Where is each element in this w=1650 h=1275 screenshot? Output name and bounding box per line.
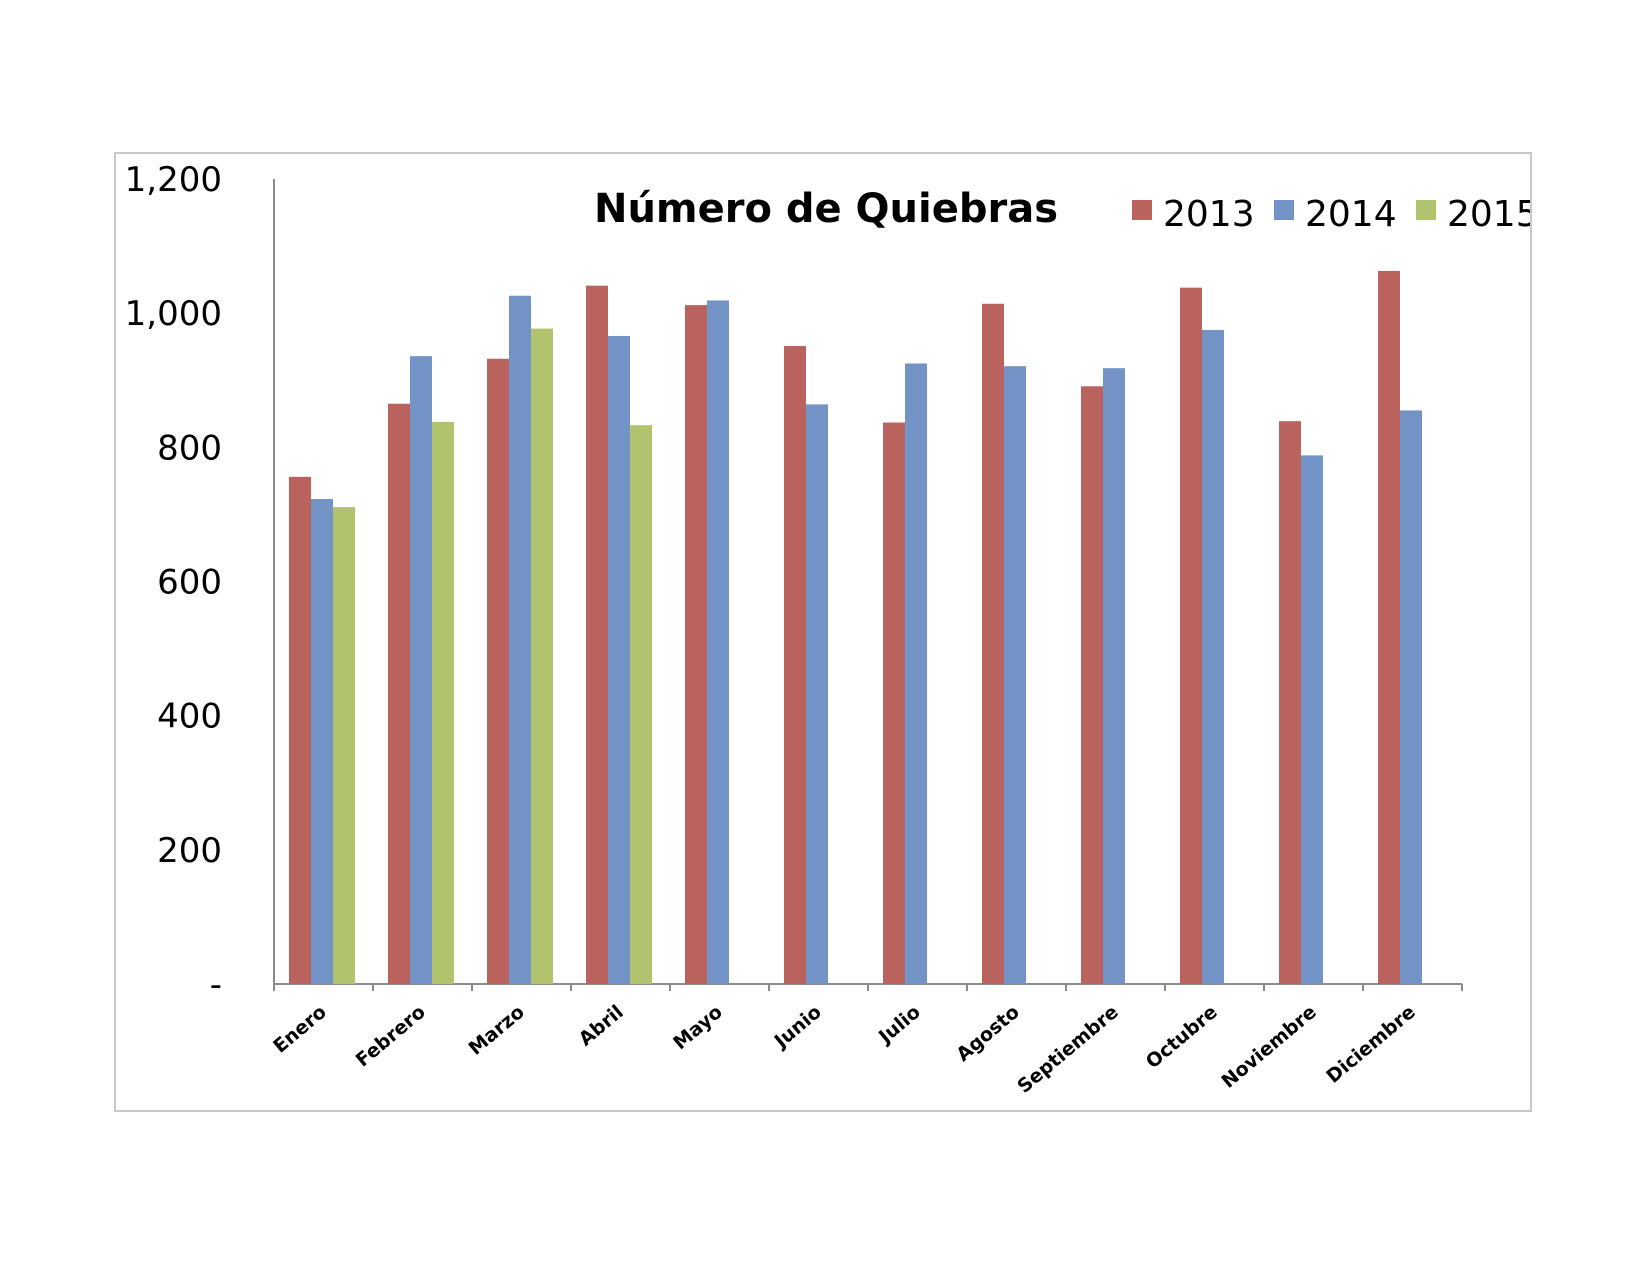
y-tick-label: 800 [157, 428, 222, 468]
bar-2015-enero [333, 507, 355, 984]
bar-chart: Número de Quiebras 2013 2014 2015 - 200 400 6… [125, 160, 1530, 1098]
bar-2014-diciembre [1400, 410, 1422, 984]
bar-2013-marzo [487, 358, 509, 984]
legend-label-2015: 2015 [1447, 194, 1530, 235]
bar-2013-junio [784, 346, 806, 985]
y-tick-label: 200 [157, 831, 222, 871]
x-axis: Enero Febrero Marzo Abril Mayo Junio Julio Agos… [269, 983, 1463, 1098]
bar-2014-enero [311, 498, 333, 984]
y-tick-label: 1,200 [125, 160, 222, 200]
x-tick-label: Abril [575, 1001, 628, 1050]
bar-2013-enero [289, 476, 311, 984]
bar-2013-febrero [388, 403, 410, 984]
bars [289, 270, 1422, 985]
y-tick-label: 1,000 [125, 294, 222, 334]
chart-title: Número de Quiebras [594, 186, 1058, 232]
x-tick-label: Mayo [669, 1001, 726, 1054]
y-tick-label: 600 [157, 563, 222, 603]
legend: 2013 2014 2015 [1132, 194, 1530, 235]
bar-2013-septiembre [1081, 386, 1103, 985]
bar-2013-abril [586, 285, 608, 985]
x-tick-label: Julio [873, 1001, 924, 1049]
x-tick-label: Diciembre [1322, 1001, 1419, 1088]
bar-2015-febrero [432, 421, 454, 984]
legend-swatch-2015 [1416, 200, 1436, 220]
bar-2014-octubre [1202, 329, 1224, 984]
bar-2014-noviembre [1301, 455, 1323, 985]
x-tick-label: Marzo [465, 1001, 529, 1060]
y-tick-label: 400 [157, 697, 222, 737]
y-tick-label: - [210, 965, 222, 1005]
bar-2014-mayo [707, 300, 729, 984]
bar-2013-noviembre [1279, 421, 1301, 984]
bar-2013-diciembre [1378, 270, 1400, 984]
bar-2014-marzo [509, 295, 531, 985]
x-tick-label: Agosto [952, 1001, 1023, 1066]
y-axis: - 200 400 600 800 1,000 1,200 [125, 160, 275, 1005]
bar-2014-septiembre [1103, 368, 1125, 984]
bar-2013-mayo [685, 305, 707, 984]
bar-2014-agosto [1004, 366, 1026, 985]
bar-2014-junio [806, 404, 828, 984]
bar-2015-abril [630, 425, 652, 985]
x-tick-label: Febrero [352, 1001, 430, 1071]
chart-frame: Número de Quiebras 2013 2014 2015 - 200 400 6… [114, 152, 1532, 1112]
x-tick-label: Octubre [1142, 1001, 1222, 1073]
bar-2014-julio [905, 363, 927, 984]
legend-label-2014: 2014 [1305, 194, 1397, 235]
legend-swatch-2014 [1274, 200, 1294, 220]
bar-2014-abril [608, 335, 630, 985]
x-tick-label: Septiembre [1013, 1001, 1122, 1098]
x-tick-label: Enero [269, 1001, 331, 1058]
x-tick-label: Noviembre [1217, 1001, 1320, 1093]
bar-2013-octubre [1180, 287, 1202, 984]
bar-2015-marzo [531, 328, 553, 984]
legend-label-2013: 2013 [1163, 194, 1255, 235]
bar-2013-julio [883, 422, 905, 984]
bar-2013-agosto [982, 303, 1004, 984]
x-tick-label: Junio [769, 1001, 826, 1054]
bar-2014-febrero [410, 356, 432, 985]
legend-swatch-2013 [1132, 200, 1152, 220]
